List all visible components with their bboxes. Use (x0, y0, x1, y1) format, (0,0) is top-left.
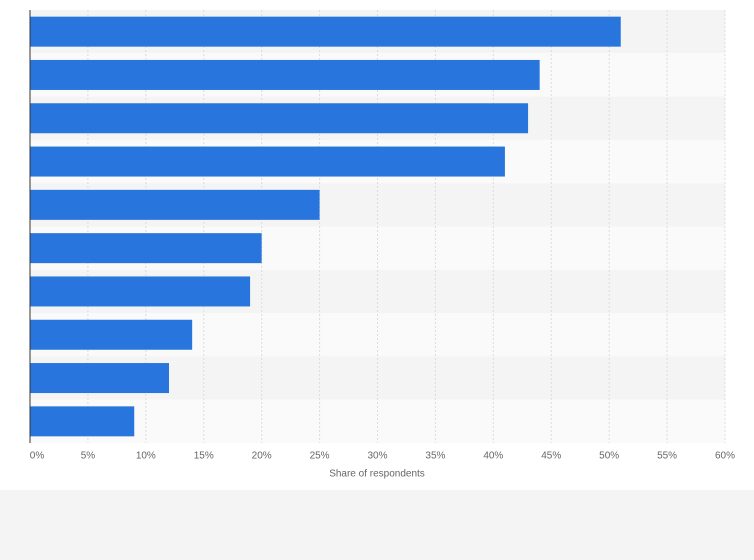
x-axis-label: Share of respondents (329, 469, 425, 480)
x-tick-label: 0% (30, 451, 45, 462)
x-tick-label: 45% (541, 451, 561, 462)
x-tick-label: 35% (425, 451, 445, 462)
x-tick-label: 50% (599, 451, 619, 462)
bar (30, 16, 621, 47)
x-tick-label: 20% (252, 451, 272, 462)
bar (30, 189, 320, 220)
bar (30, 319, 193, 350)
bar (30, 406, 135, 437)
x-tick-label: 10% (136, 451, 156, 462)
bar (30, 103, 529, 134)
x-tick-label: 60% (715, 451, 735, 462)
x-tick-label: 5% (81, 451, 96, 462)
x-tick-label: 15% (194, 451, 214, 462)
x-tick-label: 25% (310, 451, 330, 462)
x-tick-label: 55% (657, 451, 677, 462)
bar (30, 363, 169, 394)
x-tick-label: 40% (483, 451, 503, 462)
x-tick-label: 30% (367, 451, 387, 462)
bar (30, 233, 262, 264)
bar (30, 276, 251, 307)
bar (30, 59, 540, 90)
bar (30, 146, 505, 177)
